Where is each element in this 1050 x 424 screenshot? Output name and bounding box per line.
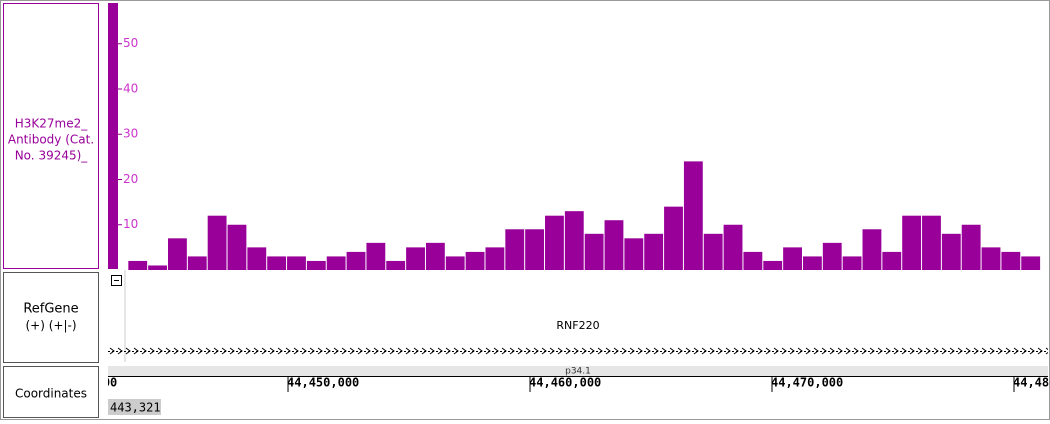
signal-bar <box>167 238 187 270</box>
signal-bar <box>902 215 922 270</box>
gene-label-box[interactable] <box>3 272 99 363</box>
track-label: Antibody (Cat. <box>8 133 94 147</box>
band-label: p34.1 <box>565 367 591 377</box>
signal-bar <box>465 251 485 270</box>
signal-bar <box>941 233 961 270</box>
signal-bar <box>287 256 306 270</box>
signal-bar <box>961 224 981 270</box>
signal-bar <box>406 247 425 270</box>
signal-bar <box>822 242 842 270</box>
signal-bar <box>366 242 386 270</box>
y-tick-label: 20 <box>123 172 138 186</box>
signal-bar <box>743 251 763 270</box>
signal-bar <box>882 251 902 270</box>
coord-title: Coordinates <box>15 387 87 401</box>
ideogram-band <box>108 366 1048 376</box>
signal-bar <box>644 233 664 270</box>
signal-bar <box>187 256 207 270</box>
signal-bar <box>604 220 624 270</box>
signal-bar <box>505 229 525 270</box>
y-tick-label: 40 <box>123 81 138 95</box>
track-label: H3K27me2_ <box>15 117 89 131</box>
gene-track-title: RefGene <box>23 302 78 317</box>
ruler: 44,440,000 44,450,000 44,460,000 44,470,000… <box>45 376 1050 392</box>
signal-bar <box>624 238 644 270</box>
x-tick-label: 44,470,000 <box>771 376 843 390</box>
signal-bar <box>425 242 445 270</box>
signal-bar <box>802 256 822 270</box>
signal-bar <box>783 247 802 270</box>
position-label: 443,321 <box>110 401 161 415</box>
track-label-box[interactable] <box>3 3 99 269</box>
signal-bar <box>723 224 743 270</box>
gene-name[interactable]: RNF220 <box>556 319 599 332</box>
signal-bar <box>227 224 247 270</box>
signal-bar <box>763 260 783 270</box>
signal-bar <box>1001 251 1021 270</box>
position-box <box>108 399 161 415</box>
track-label: No. 39245)_ <box>15 149 89 163</box>
signal-bar <box>703 233 723 270</box>
signal-bar <box>346 251 366 270</box>
y-tick-label: 10 <box>123 217 138 231</box>
y-tick-label: 30 <box>123 127 138 141</box>
signal-bar <box>862 229 882 270</box>
gene-arrows <box>108 345 1048 357</box>
signal-bar <box>485 247 505 270</box>
x-tick-label: 44,440,000 <box>45 376 117 390</box>
signal-bar <box>128 260 148 270</box>
signal-bar <box>525 229 545 270</box>
signal-bar <box>306 260 326 270</box>
signal-bar <box>267 256 287 270</box>
signal-bar <box>584 233 604 270</box>
signal-bar <box>445 256 465 270</box>
signal-bar <box>664 206 683 270</box>
gene-track-strand: (+) (+|-) <box>25 319 76 333</box>
signal-bar <box>842 256 862 270</box>
coord-label-box[interactable] <box>3 366 99 418</box>
signal-bar <box>981 247 1001 270</box>
signal-bar <box>247 247 267 270</box>
signal-bar <box>683 161 703 270</box>
signal-bar <box>922 215 941 270</box>
track-handle[interactable] <box>108 3 118 269</box>
signal-bar <box>207 215 227 270</box>
y-tick-label: 50 <box>123 36 138 50</box>
signal-bar <box>326 256 346 270</box>
x-tick-label: 44,450,000 <box>287 376 359 390</box>
signal-bar <box>386 260 406 270</box>
signal-bar <box>545 215 564 270</box>
signal-bar <box>1021 256 1041 270</box>
x-tick-label: 44,480,000 <box>1013 376 1050 390</box>
x-tick-label: 44,460,000 <box>529 376 601 390</box>
signal-bar <box>564 211 584 270</box>
signal-bar <box>148 265 167 270</box>
